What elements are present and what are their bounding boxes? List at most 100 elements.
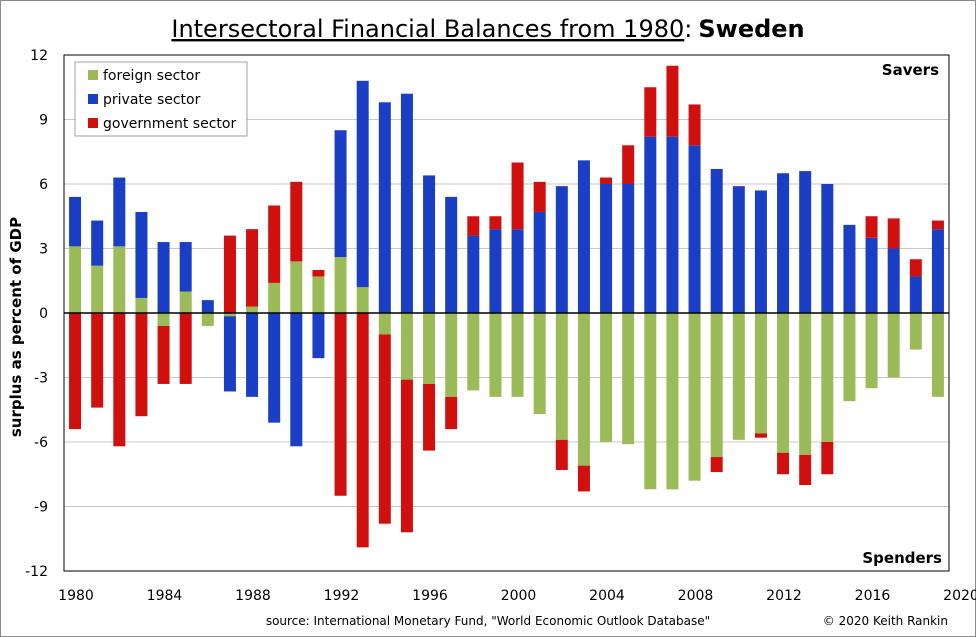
x-tick-label: 2000 [501,588,537,604]
foreign-sector-bar [69,246,82,313]
government-sector-bar [179,313,192,384]
private-sector-bar [666,136,679,313]
government-sector-bar [533,181,546,212]
private-sector-bar [135,211,148,298]
foreign-sector-bar [467,313,480,391]
private-sector-bar [201,300,214,313]
foreign-sector-bar [423,313,436,384]
y-tick-label: 6 [39,177,48,193]
private-sector-bar [334,130,347,258]
y-tick-label: -3 [34,371,48,387]
private-sector-bar [555,186,568,313]
government-sector-bar [821,442,834,475]
private-sector-bar [644,136,657,313]
y-tick-label: 12 [30,48,48,64]
foreign-sector-bar [334,257,347,313]
x-tick-label: 1996 [412,588,448,604]
private-sector-bar [290,313,303,447]
government-sector-bar [312,270,325,277]
foreign-sector-bar [821,313,834,442]
foreign-sector-bar [622,313,635,445]
private-sector-bar [688,145,701,313]
private-sector-bar [732,186,745,313]
government-sector-bar [577,465,590,492]
foreign-sector-bar [843,313,856,402]
private-sector-bar [754,190,767,313]
savers-annotation: Savers [882,61,939,79]
private-sector-bar [777,173,790,313]
private-sector-bar [223,316,236,392]
foreign-sector-bar [246,306,259,313]
private-sector-bar [356,80,369,288]
credit-note: © 2020 Keith Rankin [823,614,948,628]
government-sector-bar [688,104,701,146]
foreign-sector-bar [223,313,236,317]
foreign-sector-bar [799,313,812,455]
x-tick-label: 2020 [943,588,976,604]
foreign-sector-bar [445,313,458,397]
government-sector-bar [710,457,723,473]
government-sector-bar [69,313,82,430]
government-sector-bar [931,220,944,230]
foreign-sector-bar [555,313,568,440]
government-sector-bar [423,383,436,451]
private-sector-bar [799,171,812,313]
y-tick-label: 0 [39,306,48,322]
government-sector-bar [91,313,104,408]
private-sector-bar [533,211,546,313]
private-sector-bar [600,184,613,313]
private-sector-bar [400,93,413,313]
legend: foreign sector private sector government s… [74,61,248,137]
private-sector-bar [378,102,391,313]
foreign-sector-bar [732,313,745,440]
private-sector-bar [909,276,922,313]
foreign-sector-bar [777,313,790,453]
tick-labels: 12 9 6 3 0 -3 -6 -9 -12 1980 1984 1988 1992 1996 2000 2… [25,48,976,604]
x-tick-label: 2004 [589,588,625,604]
private-sector-bar [931,229,944,313]
foreign-sector-bar [666,313,679,490]
title-main: Intersectoral Financial Balances from 19… [171,15,684,43]
private-sector-bar [577,160,590,313]
private-sector-bar [843,224,856,313]
y-tick-label: 3 [39,242,48,258]
private-sector-bar [622,184,635,313]
foreign-sector-bar [157,313,170,326]
private-sector-bar [821,184,834,313]
y-tick-label: -9 [34,500,48,516]
government-sector-bar [135,313,148,417]
government-sector-bar [223,235,236,313]
foreign-sector-bar [688,313,701,481]
x-tick-label: 2008 [678,588,714,604]
private-sector-bar [423,175,436,313]
private-sector-bar [489,229,502,313]
foreign-sector-bar [644,313,657,490]
government-sector-bar [644,87,657,137]
government-sector-bar [467,216,480,236]
government-sector-bar [378,334,391,524]
private-sector-bar [312,313,325,359]
foreign-sector-bar [600,313,613,442]
private-sector-bar [511,229,524,313]
foreign-sector-bar [533,313,546,415]
foreign-sector-bar [290,261,303,313]
private-sector-bar [268,313,281,423]
foreign-sector-bar [511,313,524,397]
government-sector-bar [511,162,524,230]
foreign-sector-bar [201,313,214,326]
foreign-sector-bar [400,313,413,380]
axes [63,54,950,572]
government-sector-bar [865,216,878,238]
private-sector-bar [445,196,458,313]
foreign-sector-bar [489,313,502,397]
foreign-sector-bar [113,246,126,313]
government-sector-bar [600,177,613,184]
x-tick-label: 1984 [147,588,183,604]
government-sector-bar [445,396,458,430]
x-tick-label: 1980 [58,588,94,604]
bars-layer [69,65,944,548]
foreign-sector-bar [268,282,281,313]
foreign-sector-bar [356,287,369,313]
